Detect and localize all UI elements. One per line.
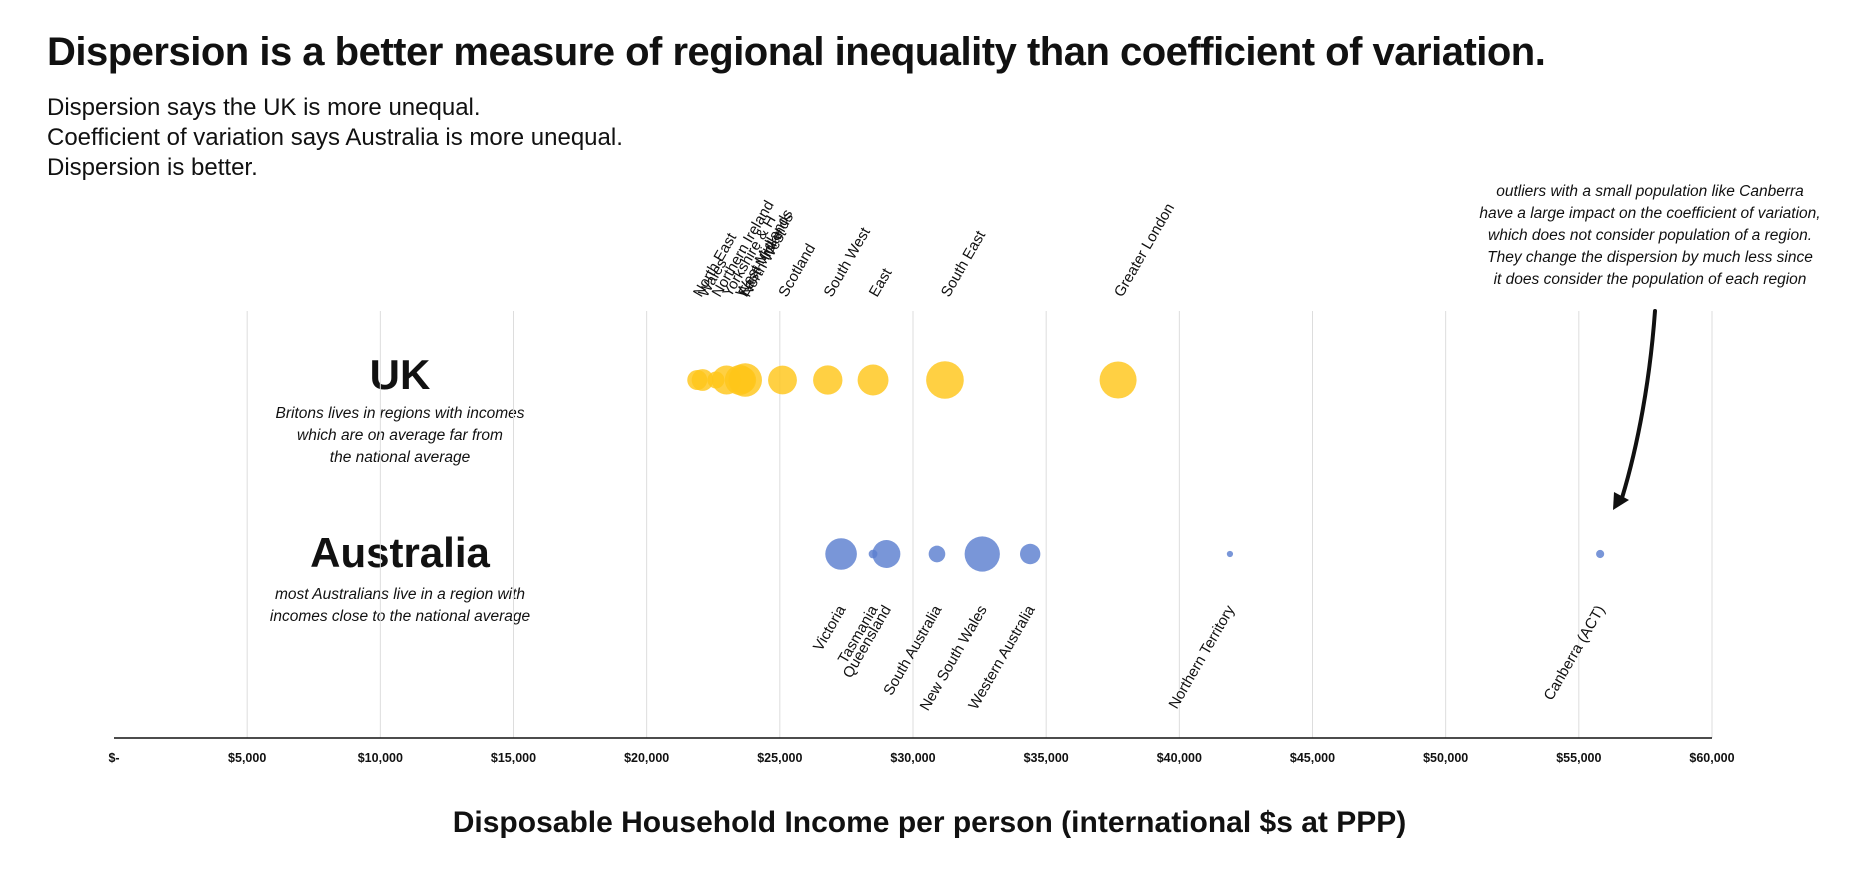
x-tick-label: $40,000 [1157,751,1202,765]
uk-region-label: East [866,265,896,300]
page-title: Dispersion is a better measure of region… [47,30,1546,74]
uk-note-line: the national average [329,449,471,466]
x-tick-label: $20,000 [624,751,669,765]
bubble-uk [1099,361,1137,399]
uk-row-label: UK [369,351,431,398]
australia-note-line: incomes close to the national average [269,608,531,625]
annotation-line: it does consider the population of each … [1493,271,1807,288]
subtitle-line: Coefficient of variation says Australia … [47,124,623,151]
bubble-uk [728,363,762,397]
australia-note-line: most Australians live in a region with [274,586,526,603]
x-tick-label: $50,000 [1423,751,1468,765]
bubble-australia [1226,550,1234,558]
australia-region-label: Northern Territory [1165,602,1238,712]
x-tick-label: $30,000 [890,751,935,765]
annotation-line: outliers with a small population like Ca… [1496,183,1804,200]
bubble-australia [964,536,1000,572]
x-tick-label: $60,000 [1689,751,1734,765]
x-tick-label: $45,000 [1290,751,1335,765]
bubble-uk [813,365,843,395]
uk-region-label: South East [938,227,990,300]
australia-row-label: Australia [310,529,490,576]
bubble-australia [1019,543,1041,565]
uk-row-note: Britons lives in regions with incomes wh… [250,403,550,469]
annotation-line: They change the dispersion by much less … [1487,249,1813,266]
uk-note-line: which are on average far from [297,427,503,444]
bubble-uk [768,365,797,395]
subtitle-line: Dispersion says the UK is more unequal. [47,94,481,121]
x-tick-label: $5,000 [228,751,266,765]
x-tick-label: $25,000 [757,751,802,765]
annotation-line: have a large impact on the coefficient o… [1479,205,1821,222]
outlier-annotation: outliers with a small population like Ca… [1460,181,1840,291]
bubble-australia [928,545,946,563]
x-tick-label: $15,000 [491,751,536,765]
annotation-arrow [1620,309,1657,500]
bubble-uk [926,361,964,399]
bubble-australia [872,539,901,569]
subtitle: Dispersion says the UK is more unequal. … [47,93,623,183]
australia-region-label: Canberra (ACT) [1541,603,1609,704]
australia-row-note: most Australians live in a region with i… [250,584,550,628]
bubble-australia [1596,549,1605,559]
annotation-arrowhead [1613,492,1629,510]
bubble-australia [825,538,857,570]
bubble-uk [691,369,714,391]
uk-region-label: Greater London [1111,200,1178,300]
x-tick-label: $35,000 [1024,751,1069,765]
x-axis-title: Disposable Household Income per person (… [452,806,1407,839]
annotation-line: which does not consider population of a … [1488,227,1812,244]
bubble-uk [857,364,889,396]
uk-region-label: Scotland [775,241,819,300]
x-tick-label: $10,000 [358,751,403,765]
uk-note-line: Britons lives in regions with incomes [275,405,525,422]
uk-region-label: South West [821,224,875,300]
x-tick-label: $55,000 [1556,751,1601,765]
x-tick-label: $- [108,751,119,765]
subtitle-line: Dispersion is better. [47,154,258,181]
